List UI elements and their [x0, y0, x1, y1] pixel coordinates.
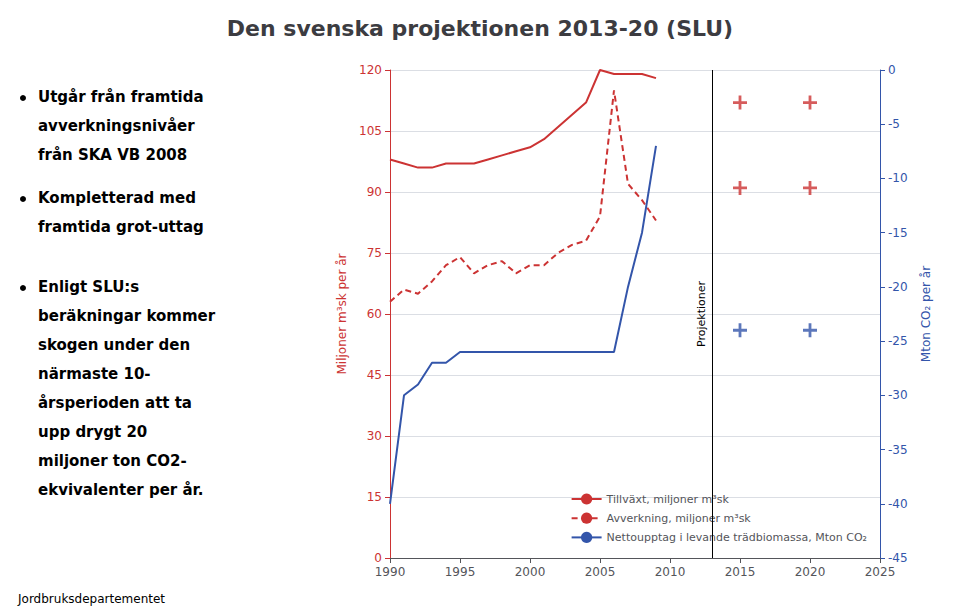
- svg-text:avverkningsnivåer: avverkningsnivåer: [38, 117, 195, 135]
- svg-text:120: 120: [359, 63, 382, 77]
- svg-text:105: 105: [359, 124, 382, 138]
- svg-text:-45: -45: [888, 551, 908, 565]
- svg-text:-35: -35: [888, 443, 908, 457]
- svg-text:-5: -5: [888, 117, 900, 131]
- svg-text:2005: 2005: [585, 565, 616, 579]
- svg-text:30: 30: [367, 429, 382, 443]
- svg-text:beräkningar kommer: beräkningar kommer: [38, 307, 216, 325]
- svg-text:45: 45: [367, 368, 382, 382]
- svg-text:-25: -25: [888, 334, 908, 348]
- svg-text:Nettoupptag i levande trädbiom: Nettoupptag i levande trädbiomassa, Mton…: [607, 531, 867, 544]
- svg-text:skogen under den: skogen under den: [38, 336, 190, 354]
- svg-text:2000: 2000: [515, 565, 546, 579]
- svg-text:60: 60: [367, 307, 382, 321]
- svg-text:2025: 2025: [865, 565, 896, 579]
- svg-text:Mton CO₂ per år: Mton CO₂ per år: [919, 266, 933, 362]
- svg-text:Avverkning, miljoner m³sk: Avverkning, miljoner m³sk: [607, 512, 752, 525]
- svg-text:Tillväxt, miljoner m³sk: Tillväxt, miljoner m³sk: [606, 493, 730, 506]
- svg-text:-30: -30: [888, 388, 908, 402]
- svg-text:upp drygt 20: upp drygt 20: [38, 423, 147, 441]
- svg-text:1995: 1995: [445, 565, 476, 579]
- svg-text:årsperioden att ta: årsperioden att ta: [38, 394, 192, 412]
- svg-text:-10: -10: [888, 171, 908, 185]
- svg-text:15: 15: [367, 490, 382, 504]
- svg-text:-20: -20: [888, 280, 908, 294]
- svg-text:0: 0: [888, 63, 896, 77]
- svg-text:2015: 2015: [725, 565, 756, 579]
- svg-text:-15: -15: [888, 226, 908, 240]
- svg-text:närmaste 10-: närmaste 10-: [38, 365, 151, 383]
- svg-text:Miljoner m³sk per år: Miljoner m³sk per år: [335, 253, 349, 374]
- svg-text:2010: 2010: [655, 565, 686, 579]
- svg-text:Enligt SLU:s: Enligt SLU:s: [38, 278, 139, 296]
- svg-text:-40: -40: [888, 497, 908, 511]
- svg-text:Kompletterad med: Kompletterad med: [38, 189, 196, 207]
- svg-text:framtida grot-uttag: framtida grot-uttag: [38, 218, 204, 236]
- svg-text:2020: 2020: [795, 565, 826, 579]
- svg-text:0: 0: [374, 551, 382, 565]
- svg-text:1990: 1990: [375, 565, 406, 579]
- svg-text:från SKA VB 2008: från SKA VB 2008: [38, 146, 187, 164]
- svg-text:Projektioner: Projektioner: [695, 281, 708, 347]
- svg-text:miljoner ton CO2-: miljoner ton CO2-: [38, 452, 187, 470]
- svg-text:ekvivalenter per år.: ekvivalenter per år.: [38, 481, 204, 499]
- svg-text:75: 75: [367, 246, 382, 260]
- svg-text:90: 90: [367, 185, 382, 199]
- svg-text:Den svenska projektionen 2013-: Den svenska projektionen 2013-20 (SLU): [227, 16, 733, 41]
- svg-text:Utgår från framtida: Utgår från framtida: [38, 88, 204, 106]
- svg-text:Jordbruksdepartementet: Jordbruksdepartementet: [17, 592, 165, 606]
